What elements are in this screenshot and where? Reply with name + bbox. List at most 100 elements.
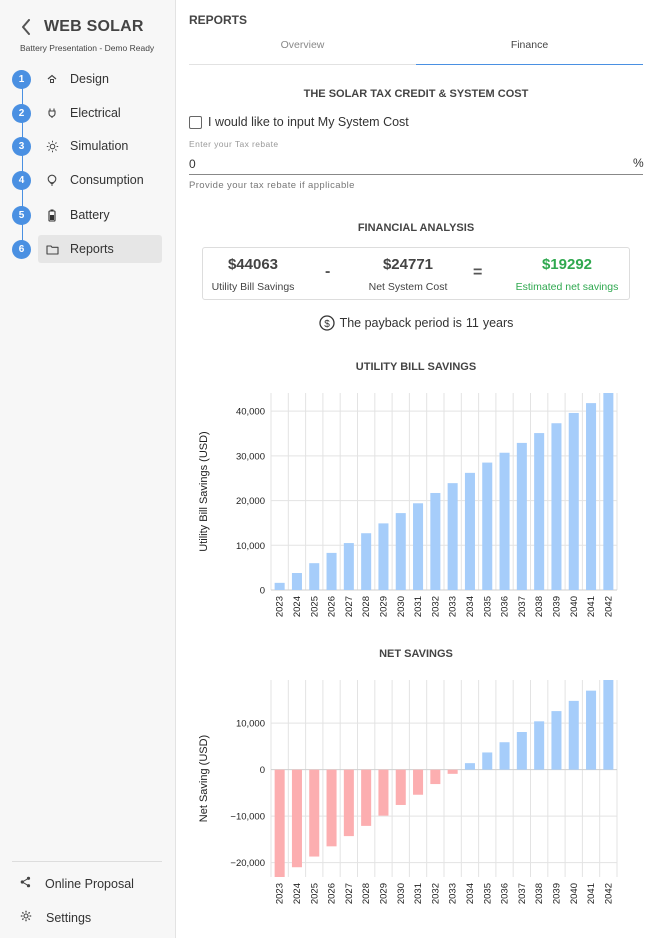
y-tick-label: 0	[260, 765, 265, 776]
solar-house-icon	[45, 72, 59, 86]
x-tick-label: 2023	[275, 883, 286, 904]
bar-2036	[499, 742, 510, 770]
chart-title: NET SAVINGS	[379, 648, 453, 660]
step-consumption[interactable]: 4 Consumption	[12, 166, 162, 194]
step-label: Simulation	[70, 139, 129, 153]
tab-overview[interactable]: Overview	[280, 39, 325, 51]
lightbulb-icon	[45, 173, 59, 187]
bar-2033	[447, 483, 458, 590]
system-cost-checkbox-row[interactable]: I would like to input My System Cost	[189, 115, 409, 129]
steps-connector-line	[21, 78, 23, 249]
y-tick-label: 30,000	[236, 451, 265, 462]
page-title: REPORTS	[189, 13, 248, 27]
bar-2039	[551, 711, 562, 770]
x-tick-label: 2030	[396, 883, 407, 904]
x-tick-label: 2027	[344, 596, 355, 617]
y-tick-label: 0	[260, 586, 265, 597]
step-simulation[interactable]: 3 Simulation	[12, 132, 162, 160]
gear-icon	[20, 909, 32, 927]
tax-rebate-label: Enter your Tax rebate	[189, 139, 279, 149]
step-reports[interactable]: 6 Reports	[12, 235, 162, 263]
bar-2038	[534, 721, 545, 770]
bar-2034	[464, 763, 475, 770]
bar-2042	[603, 393, 614, 590]
battery-icon	[45, 208, 59, 222]
x-tick-label: 2033	[448, 596, 459, 617]
x-tick-label: 2025	[309, 596, 320, 617]
x-tick-label: 2024	[292, 596, 303, 617]
x-tick-label: 2037	[517, 883, 528, 904]
utility-savings-caption: Utility Bill Savings	[211, 281, 295, 293]
bar-2024	[291, 573, 302, 590]
bar-2023	[274, 582, 285, 590]
x-tick-label: 2039	[551, 596, 562, 617]
bar-2034	[464, 472, 475, 590]
y-tick-label: −10,000	[230, 812, 265, 823]
sun-icon	[45, 139, 59, 153]
tax-section-title: THE SOLAR TAX CREDIT & SYSTEM COST	[303, 88, 529, 100]
x-tick-label: 2042	[603, 883, 614, 904]
bar-2023	[274, 769, 285, 877]
step-number: 3	[12, 136, 31, 156]
step-number: 4	[12, 170, 31, 190]
y-tick-label: 10,000	[236, 541, 265, 552]
system-cost-checkbox[interactable]	[189, 115, 202, 129]
step-number: 1	[12, 69, 31, 89]
x-tick-label: 2036	[500, 596, 511, 617]
bar-2028	[361, 533, 372, 590]
step-battery[interactable]: 5 Battery	[12, 201, 162, 229]
x-tick-label: 2032	[430, 596, 441, 617]
x-tick-label: 2037	[517, 596, 528, 617]
x-tick-label: 2038	[534, 596, 545, 617]
net-savings-chart: NET SAVINGS −20,000 −10,000 0 10,000 2023 2024…	[198, 648, 618, 904]
y-tick-label: 20,000	[236, 496, 265, 507]
tab-finance[interactable]: Finance	[416, 35, 643, 65]
step-label: Consumption	[70, 173, 144, 187]
bar-2041	[586, 690, 597, 770]
x-tick-label: 2024	[292, 883, 303, 904]
x-tick-label: 2039	[551, 883, 562, 904]
x-tick-label: 2029	[378, 883, 389, 904]
x-tick-label: 2028	[361, 883, 372, 904]
y-axis-label: Utility Bill Savings (USD)	[198, 431, 210, 551]
online-proposal-link[interactable]: Online Proposal	[20, 875, 134, 893]
bar-2027	[343, 543, 354, 590]
svg-text:$: $	[324, 319, 330, 330]
bar-2027	[343, 769, 354, 837]
x-tick-label: 2038	[534, 883, 545, 904]
share-icon	[20, 875, 31, 893]
x-tick-label: 2035	[482, 596, 493, 617]
bar-2032	[430, 492, 441, 590]
y-axis-label: Net Saving (USD)	[198, 735, 210, 822]
x-tick-label: 2034	[465, 883, 476, 904]
step-number: 6	[12, 239, 31, 259]
bar-2029	[378, 523, 389, 590]
x-tick-label: 2025	[309, 883, 320, 904]
y-tick-label: −20,000	[230, 858, 265, 869]
bar-2032	[430, 769, 441, 785]
x-tick-label: 2036	[500, 883, 511, 904]
settings-link[interactable]: Settings	[20, 909, 91, 927]
bar-2025	[309, 769, 320, 857]
step-label: Reports	[70, 242, 114, 256]
dollar-circle-icon: $	[318, 315, 335, 331]
settings-label: Settings	[46, 911, 92, 925]
tax-rebate-helper: Provide your tax rebate if applicable	[189, 180, 355, 191]
back-arrow-icon[interactable]	[20, 16, 40, 38]
net-system-cost-caption: Net System Cost	[368, 281, 448, 293]
bar-2029	[378, 769, 389, 816]
step-design[interactable]: 1 Design	[12, 65, 162, 93]
x-tick-label: 2040	[569, 883, 580, 904]
step-label: Design	[70, 72, 109, 86]
step-electrical[interactable]: 2 Electrical	[12, 99, 162, 127]
plug-icon	[45, 106, 59, 120]
online-proposal-label: Online Proposal	[45, 877, 134, 891]
payback-suffix: years	[482, 316, 514, 330]
y-tick-label: 40,000	[236, 407, 265, 418]
x-tick-label: 2032	[430, 883, 441, 904]
x-tick-label: 2023	[275, 596, 286, 617]
sidebar: WEB SOLAR Battery Presentation - Demo Re…	[0, 0, 176, 938]
tax-rebate-input[interactable]	[189, 153, 643, 175]
bar-2030	[395, 513, 406, 590]
bar-2035	[482, 752, 493, 770]
